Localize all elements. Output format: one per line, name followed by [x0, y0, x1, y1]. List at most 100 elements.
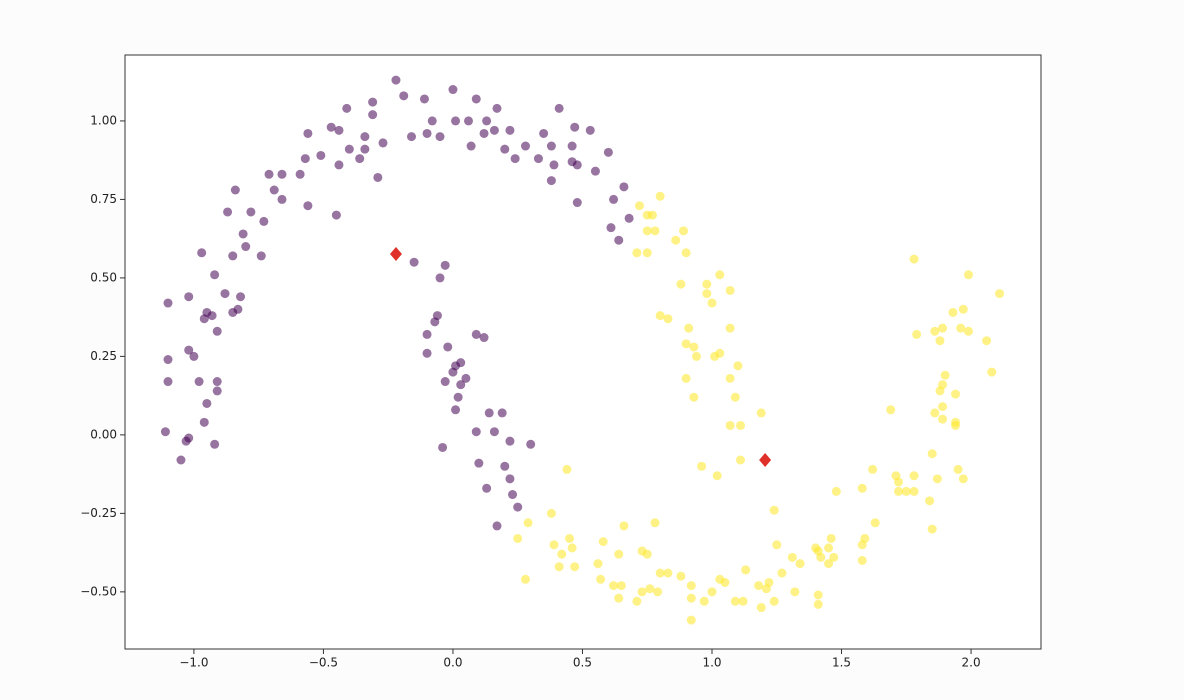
point [500, 461, 510, 471]
point [456, 380, 466, 390]
point [590, 166, 600, 176]
point [940, 370, 950, 380]
point [220, 289, 230, 299]
point [935, 386, 945, 396]
point [982, 336, 992, 346]
point [585, 125, 595, 135]
point [930, 326, 940, 336]
point [813, 590, 823, 600]
point [230, 185, 240, 195]
point [360, 132, 370, 142]
point [427, 116, 437, 126]
point [448, 367, 458, 377]
point [663, 568, 673, 578]
point [958, 474, 968, 484]
point [368, 110, 378, 120]
point [223, 207, 233, 217]
point [303, 201, 313, 211]
point [451, 405, 461, 415]
point [824, 543, 834, 553]
point [567, 141, 577, 151]
point [189, 351, 199, 361]
point [277, 169, 287, 179]
point [492, 521, 502, 531]
point [689, 392, 699, 402]
x-tick-label: 2.0 [962, 656, 981, 670]
point [741, 565, 751, 575]
point [733, 361, 743, 371]
point [334, 125, 344, 135]
point [435, 132, 445, 142]
point [451, 116, 461, 126]
point [505, 125, 515, 135]
point [500, 144, 510, 154]
point [702, 279, 712, 289]
point [471, 94, 481, 104]
point [679, 226, 689, 236]
point [624, 213, 634, 223]
point [238, 229, 248, 239]
point [570, 562, 580, 572]
point [570, 122, 580, 132]
point [609, 194, 619, 204]
point [471, 329, 481, 339]
point [948, 307, 958, 317]
point [572, 160, 582, 170]
point [619, 182, 629, 192]
point [637, 587, 647, 597]
point [647, 210, 657, 220]
point [655, 191, 665, 201]
point [826, 533, 836, 543]
point [909, 486, 919, 496]
point [419, 94, 429, 104]
point [691, 351, 701, 361]
point [725, 373, 735, 383]
point [938, 402, 948, 412]
point [549, 160, 559, 170]
point [546, 141, 556, 151]
point [769, 596, 779, 606]
point [707, 587, 717, 597]
point [440, 377, 450, 387]
point [184, 292, 194, 302]
point [194, 377, 204, 387]
point [264, 169, 274, 179]
point [207, 311, 217, 321]
point [686, 581, 696, 591]
point [228, 251, 238, 261]
point [497, 408, 507, 418]
point [212, 326, 222, 336]
point [632, 596, 642, 606]
point [342, 103, 352, 113]
point [956, 323, 966, 333]
point [326, 122, 336, 132]
point [681, 248, 691, 258]
point [212, 377, 222, 387]
point [790, 587, 800, 597]
point [886, 405, 896, 415]
point [505, 436, 515, 446]
point [686, 593, 696, 603]
point [523, 518, 533, 528]
point [489, 427, 499, 437]
point [593, 559, 603, 569]
point [479, 128, 489, 138]
point [199, 417, 209, 427]
point [554, 562, 564, 572]
point [756, 408, 766, 418]
point [407, 132, 417, 142]
point [360, 144, 370, 154]
point [650, 518, 660, 528]
point [334, 160, 344, 170]
point [520, 141, 530, 151]
point [277, 194, 287, 204]
point [925, 496, 935, 506]
plot-area [125, 55, 1041, 649]
point [951, 389, 961, 399]
x-tick-label: 0.5 [573, 656, 592, 670]
point [409, 257, 419, 267]
point [707, 298, 717, 308]
x-tick-label: 0.0 [443, 656, 462, 670]
point [676, 571, 686, 581]
point [331, 210, 341, 220]
